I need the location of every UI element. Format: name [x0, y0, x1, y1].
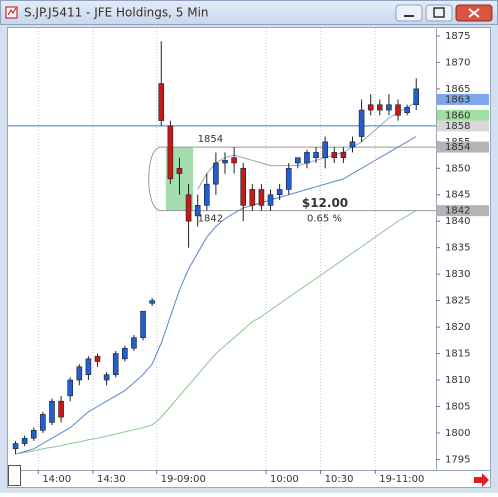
candle-body: [140, 310, 146, 338]
scroll-right-arrow[interactable]: [474, 473, 489, 487]
candle-body: [331, 152, 338, 158]
candle-body: [322, 141, 328, 158]
range-percent-label: 0.65 %: [307, 214, 342, 225]
candle-body: [258, 189, 265, 206]
candle-body: [49, 400, 55, 423]
y-tick-label: 1815: [445, 349, 470, 360]
close-glyph: [468, 8, 480, 18]
candle-body: [30, 429, 37, 439]
price-tag: [437, 120, 489, 132]
candle-body: [231, 157, 237, 164]
window-buttons[interactable]: [395, 4, 493, 22]
window-title: S.JP.J5411 - JFE Holdings, 5 Min: [24, 6, 209, 20]
candle-body: [404, 107, 410, 113]
candle-body: [304, 152, 310, 164]
price-tag: [437, 205, 489, 217]
candle-body: [213, 162, 219, 185]
app-icon-glyph: [7, 7, 17, 16]
candle-body: [176, 167, 183, 174]
scroll-box[interactable]: [8, 465, 21, 486]
indicator-line: [15, 136, 417, 455]
candle-body: [240, 167, 247, 206]
candle-body: [194, 205, 201, 217]
y-tick-label: 1825: [445, 296, 470, 307]
y-tick-label: 1830: [445, 269, 470, 280]
candle-body: [131, 337, 137, 349]
candle-body: [349, 141, 356, 148]
y-tick-label: 1840: [445, 216, 470, 227]
range-bracket: [148, 146, 161, 212]
candle-body: [21, 437, 28, 444]
candle-body: [340, 152, 347, 158]
range-low-label: 1842: [198, 214, 223, 225]
candle-body: [276, 189, 283, 196]
candle-body: [395, 104, 401, 116]
candle-body: [295, 157, 301, 164]
indicator-line: [15, 210, 417, 455]
price-tag-label: 1860: [445, 110, 470, 121]
price-tag: [437, 93, 489, 105]
candle-body: [112, 353, 119, 376]
candle-body: [222, 160, 228, 164]
candle-body: [358, 109, 365, 137]
candle-body: [249, 189, 256, 206]
y-tick-label: 1800: [445, 428, 470, 439]
y-tick-label: 1805: [445, 401, 470, 412]
y-tick-label: 1850: [445, 163, 470, 174]
candle-body: [122, 347, 128, 360]
candle-body: [185, 194, 192, 222]
range-high-label: 1854: [198, 134, 223, 145]
price-tag-label: 1842: [445, 206, 470, 217]
y-tick-label: 1865: [445, 84, 470, 95]
x-tick-label: 19-11:00: [379, 474, 424, 485]
price-tag-label: 1854: [445, 142, 470, 153]
app-icon: [5, 6, 18, 19]
candle-body: [167, 125, 174, 180]
candle-body: [377, 104, 383, 111]
candle-body: [12, 443, 19, 450]
candle-body: [40, 414, 46, 431]
price-tag: [437, 109, 489, 121]
candle-body: [203, 183, 210, 206]
candle-body: [76, 366, 83, 381]
candle-body: [85, 358, 92, 376]
y-tick-label: 1870: [445, 57, 470, 68]
price-tag-label: 1863: [445, 94, 470, 105]
maximize-glyph: [433, 7, 445, 18]
candle-body: [149, 300, 155, 304]
maximize-button[interactable]: [425, 4, 453, 22]
y-tick-label: 1820: [445, 322, 470, 333]
y-tick-label: 1810: [445, 375, 470, 386]
candle-body: [103, 374, 110, 381]
y-tick-label: 1875: [445, 31, 470, 42]
y-tick-label: 1845: [445, 190, 470, 201]
candle-body: [58, 400, 64, 418]
x-tick-label: 14:00: [42, 474, 71, 485]
y-tick-label: 1835: [445, 243, 470, 254]
x-tick-label: 10:30: [325, 474, 354, 485]
candle-body: [267, 194, 274, 206]
range-change-label: $12.00: [302, 196, 348, 210]
y-tick-label: 1795: [445, 454, 470, 465]
price-tag: [437, 141, 489, 153]
candle-body: [94, 355, 101, 362]
price-tag-label: 1858: [445, 121, 470, 132]
candle-body: [386, 104, 392, 111]
candle-body: [413, 88, 420, 106]
candle-body: [313, 152, 319, 158]
candle-body: [67, 379, 73, 397]
plot-area: 1795 1800 1805 1810 1815 1820 1825 1830 1835 1840…: [8, 28, 489, 485]
candle-body: [367, 104, 374, 111]
candle-body: [285, 167, 292, 190]
x-tick-label: 10:00: [270, 474, 299, 485]
chart-panel: [7, 27, 491, 488]
x-tick-label: 14:30: [97, 474, 126, 485]
minimize-button[interactable]: [395, 4, 423, 22]
x-tick-label: 19-09:00: [161, 474, 206, 485]
candle-body: [158, 83, 165, 121]
